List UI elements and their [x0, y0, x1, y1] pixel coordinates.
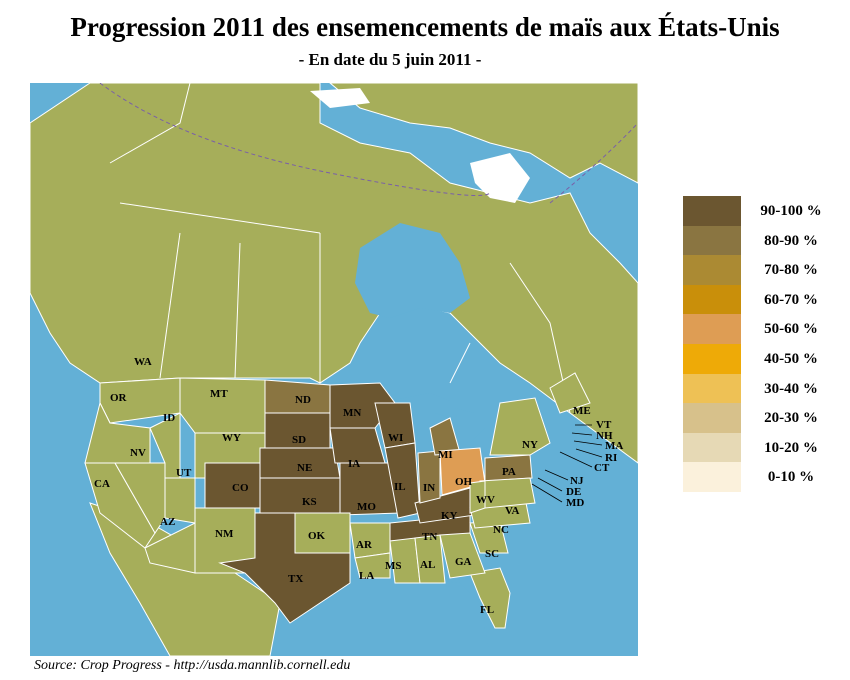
hudson-bay — [355, 223, 470, 318]
label-tx: TX — [288, 573, 303, 585]
label-il: IL — [394, 481, 406, 493]
state-pa — [484, 454, 533, 482]
label-sd: SD — [292, 434, 306, 446]
legend-swatch — [683, 432, 741, 463]
label-ar: AR — [356, 539, 373, 551]
legend-swatch — [683, 373, 741, 404]
ice-patch-2 — [310, 88, 370, 108]
label-wa: WA — [134, 356, 152, 368]
label-mo: MO — [357, 501, 376, 513]
label-nm: NM — [215, 528, 234, 540]
label-ok: OK — [308, 530, 326, 542]
arctic-islands — [329, 83, 638, 184]
legend-label: 10-20 % — [764, 439, 818, 456]
label-mi: MI — [438, 449, 453, 461]
legend-swatch — [683, 284, 741, 315]
corn-planting-map: WA OR CA NV ID MT WY UT AZ CO NM ND SD N… — [30, 83, 638, 656]
legend-label: 30-40 % — [764, 380, 818, 397]
legend-item: 0-10 % — [683, 462, 843, 492]
legend-item: 30-40 % — [683, 373, 843, 404]
label-ga: GA — [455, 556, 472, 568]
legend-swatch — [683, 343, 741, 374]
label-ms: MS — [385, 560, 402, 572]
label-tn: TN — [422, 531, 437, 543]
label-pa: PA — [502, 466, 516, 478]
label-mn: MN — [343, 407, 361, 419]
label-ia: IA — [348, 458, 360, 470]
map-title: Progression 2011 des ensemencements de m… — [70, 12, 780, 42]
label-nd: ND — [295, 394, 311, 406]
label-nv: NV — [130, 447, 146, 459]
label-wi: WI — [388, 432, 403, 444]
label-nc: NC — [493, 524, 509, 536]
label-ne: NE — [297, 462, 312, 474]
label-id: ID — [163, 412, 175, 424]
label-co: CO — [232, 482, 249, 494]
legend-item: 20-30 % — [683, 403, 843, 433]
arctic-dashed-line — [99, 83, 491, 196]
arctic-dashed-line-east — [549, 122, 638, 204]
label-ky: KY — [441, 510, 458, 522]
legend-swatch — [683, 196, 741, 226]
florida — [469, 567, 511, 629]
label-va: VA — [505, 505, 520, 517]
label-ut: UT — [176, 467, 192, 479]
legend-label: 70-80 % — [764, 262, 818, 279]
legend-item: 60-70 % — [683, 284, 843, 315]
legend-swatch — [683, 403, 741, 433]
label-al: AL — [420, 559, 435, 571]
label-sc: SC — [485, 548, 499, 560]
label-wv: WV — [476, 494, 495, 506]
legend-item: 10-20 % — [683, 432, 843, 463]
legend-swatch — [683, 255, 741, 285]
legend-label: 40-50 % — [764, 350, 818, 367]
label-in: IN — [423, 482, 435, 494]
legend-swatch — [683, 225, 741, 256]
legend-label: 60-70 % — [764, 291, 818, 308]
legend-label: 20-30 % — [764, 410, 818, 427]
label-az: AZ — [160, 516, 175, 528]
legend-item: 70-80 % — [683, 255, 843, 285]
label-mt: MT — [210, 388, 228, 400]
label-fl: FL — [480, 604, 494, 616]
legend-label: 50-60 % — [764, 321, 818, 338]
legend-label: 90-100 % — [760, 203, 822, 219]
map-subtitle: - En date du 5 juin 2011 - — [298, 50, 482, 69]
us-east — [294, 372, 591, 584]
label-wy: WY — [222, 432, 241, 444]
legend: 90-100 % 80-90 % 70-80 % 60-70 % 50-60 %… — [683, 196, 843, 492]
canada-borders — [109, 83, 571, 414]
label-ks: KS — [302, 496, 317, 508]
source-note: Source: Crop Progress - http://usda.mann… — [34, 658, 351, 673]
state-in — [417, 450, 441, 504]
legend-swatch — [683, 462, 741, 492]
legend-swatch — [683, 314, 741, 344]
state-labels: WA OR CA NV ID MT WY UT AZ CO NM ND SD N… — [94, 356, 538, 616]
legend-label: 0-10 % — [767, 469, 815, 486]
label-ny: NY — [522, 439, 538, 451]
state-ks — [259, 477, 341, 514]
label-or: OR — [110, 392, 128, 404]
legend-label: 80-90 % — [764, 232, 818, 249]
label-la: LA — [359, 570, 374, 582]
legend-item: 90-100 % — [683, 196, 843, 226]
ice-patch — [470, 153, 530, 203]
legend-item: 50-60 % — [683, 314, 843, 344]
label-ca: CA — [94, 478, 110, 490]
legend-item: 40-50 % — [683, 343, 843, 374]
legend-item: 80-90 % — [683, 225, 843, 256]
us-progress-states — [204, 379, 533, 624]
label-oh: OH — [455, 476, 473, 488]
